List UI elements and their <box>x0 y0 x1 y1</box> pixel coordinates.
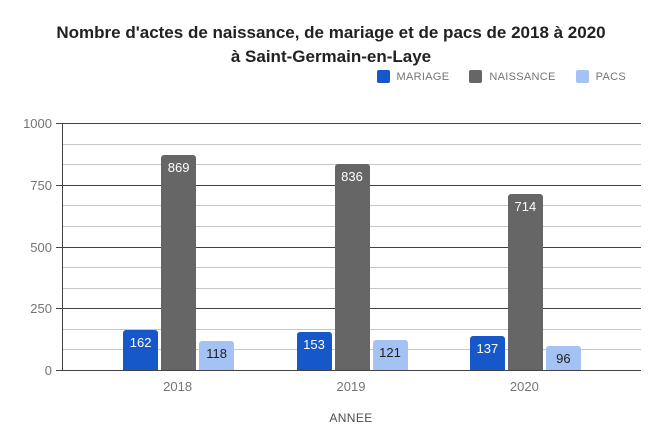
legend-item-mariage[interactable]: MARIAGE <box>376 70 450 83</box>
gridline-major <box>63 370 641 371</box>
x-axis-label-2018: 2018 <box>163 379 193 394</box>
legend: MARIAGE NAISSANCE PACS <box>376 70 626 83</box>
x-axis-label-2020: 2020 <box>509 379 539 394</box>
y-axis-label: 500 <box>30 239 52 255</box>
bar-value-label: 836 <box>341 168 363 184</box>
bar-naissance-2018[interactable]: 869 <box>161 155 197 370</box>
chart-title: Nombre d'actes de naissance, de mariage … <box>0 21 662 69</box>
legend-label: NAISSANCE <box>489 70 556 83</box>
bar-mariage-2020[interactable]: 137 <box>469 336 505 370</box>
legend-label: MARIAGE <box>396 70 450 83</box>
plot-area: 162 869 118 153 836 121 137 714 96 <box>62 123 641 371</box>
chart-title-line2: à Saint-Germain-en-Laye <box>230 47 432 66</box>
x-axis-title: ANNEE <box>329 411 373 425</box>
bar-value-label: 121 <box>379 345 401 361</box>
y-axis-label: 250 <box>30 301 52 317</box>
y-axis-label: 0 <box>44 363 52 378</box>
legend-item-pacs[interactable]: PACS <box>575 70 626 83</box>
bar-value-label: 153 <box>303 337 325 353</box>
x-axis-label-2019: 2019 <box>336 379 366 394</box>
y-axis-label: 1000 <box>23 116 52 131</box>
bar-value-label: 96 <box>556 351 571 367</box>
legend-swatch-naissance-icon <box>469 70 483 83</box>
bar-value-label: 162 <box>129 335 152 350</box>
bar-mariage-2018[interactable]: 162 <box>123 330 159 370</box>
bar-pacs-2020[interactable]: 96 <box>545 346 581 370</box>
chart-title-line1: Nombre d'actes de naissance, de mariage … <box>56 23 606 42</box>
legend-item-naissance[interactable]: NAISSANCE <box>469 70 555 83</box>
legend-label: PACS <box>595 70 626 83</box>
bar-naissance-2019[interactable]: 836 <box>334 163 370 370</box>
y-axis-label: 750 <box>30 177 52 193</box>
bar-pacs-2018[interactable]: 118 <box>199 340 235 370</box>
bar-value-label: 137 <box>476 341 499 357</box>
gridline-minor <box>63 143 641 145</box>
legend-swatch-mariage-icon <box>376 70 390 83</box>
bar-naissance-2020[interactable]: 714 <box>507 193 543 370</box>
gridline-major <box>63 123 641 124</box>
legend-swatch-pacs-icon <box>575 70 589 83</box>
bar-value-label: 714 <box>514 198 537 214</box>
bar-value-label: 118 <box>206 345 227 361</box>
bar-mariage-2019[interactable]: 153 <box>296 332 332 370</box>
bar-value-label: 869 <box>167 160 190 176</box>
bar-pacs-2019[interactable]: 121 <box>372 340 408 370</box>
